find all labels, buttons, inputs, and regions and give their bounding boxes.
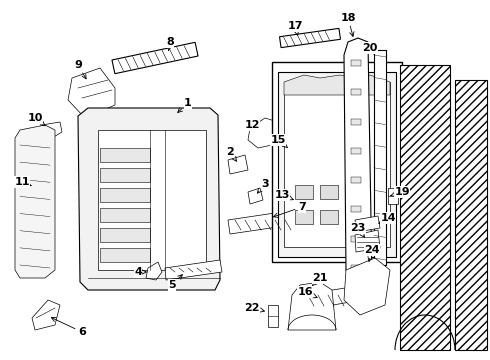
Polygon shape (344, 258, 390, 315)
Polygon shape (284, 75, 390, 95)
Bar (351, 206, 361, 212)
Polygon shape (302, 288, 350, 310)
Bar (100, 248, 150, 262)
Polygon shape (68, 68, 115, 118)
Bar (100, 148, 150, 162)
Text: 6: 6 (51, 318, 86, 337)
Text: 21: 21 (312, 273, 328, 285)
Text: 20: 20 (362, 43, 378, 54)
Text: 3: 3 (257, 179, 269, 193)
Bar (351, 60, 361, 66)
Text: 5: 5 (168, 275, 182, 290)
Bar (112, 42, 198, 74)
Bar (284, 82, 390, 247)
Text: 22: 22 (244, 303, 265, 313)
Polygon shape (248, 188, 263, 204)
Text: 7: 7 (273, 202, 306, 217)
Polygon shape (32, 300, 60, 330)
Text: 4: 4 (134, 267, 147, 277)
Bar (351, 89, 361, 95)
Bar (388, 188, 398, 204)
Text: 8: 8 (166, 37, 174, 50)
Text: 19: 19 (391, 187, 410, 197)
Bar (374, 50, 386, 265)
Polygon shape (78, 108, 220, 290)
Bar (351, 177, 361, 183)
Polygon shape (228, 210, 298, 234)
Polygon shape (228, 155, 248, 174)
Text: 13: 13 (274, 190, 293, 200)
Text: 11: 11 (14, 177, 31, 187)
Polygon shape (165, 260, 222, 280)
Bar (351, 148, 361, 154)
Bar (279, 28, 341, 48)
Text: 2: 2 (226, 147, 237, 161)
Bar (100, 168, 150, 182)
Bar (345, 210, 363, 224)
Text: 16: 16 (297, 287, 317, 298)
Text: 15: 15 (270, 135, 287, 148)
Bar (295, 185, 313, 199)
Bar (272, 62, 402, 262)
Text: 12: 12 (244, 120, 260, 130)
Polygon shape (248, 118, 278, 148)
Polygon shape (355, 216, 380, 232)
Text: 10: 10 (27, 113, 45, 126)
Text: 23: 23 (350, 223, 366, 237)
Text: 18: 18 (340, 13, 356, 36)
Bar (320, 210, 338, 224)
Polygon shape (288, 282, 336, 330)
Text: 14: 14 (379, 213, 396, 224)
Bar (98, 130, 206, 270)
Polygon shape (15, 125, 55, 278)
Bar (351, 265, 361, 271)
Bar (278, 72, 396, 257)
Text: 24: 24 (364, 245, 380, 261)
Bar (100, 228, 150, 242)
Bar (455, 80, 487, 350)
Polygon shape (344, 38, 372, 288)
Bar (351, 236, 361, 242)
Polygon shape (355, 230, 380, 252)
Polygon shape (146, 262, 162, 280)
Bar (351, 118, 361, 125)
Bar (320, 185, 338, 199)
Bar (345, 185, 363, 199)
Polygon shape (42, 122, 62, 138)
Bar (295, 210, 313, 224)
Bar (268, 305, 278, 327)
Bar (100, 208, 150, 222)
Text: 17: 17 (287, 21, 303, 35)
Text: 1: 1 (178, 98, 192, 112)
Bar (100, 188, 150, 202)
Text: 9: 9 (74, 60, 86, 79)
Bar (400, 65, 450, 350)
